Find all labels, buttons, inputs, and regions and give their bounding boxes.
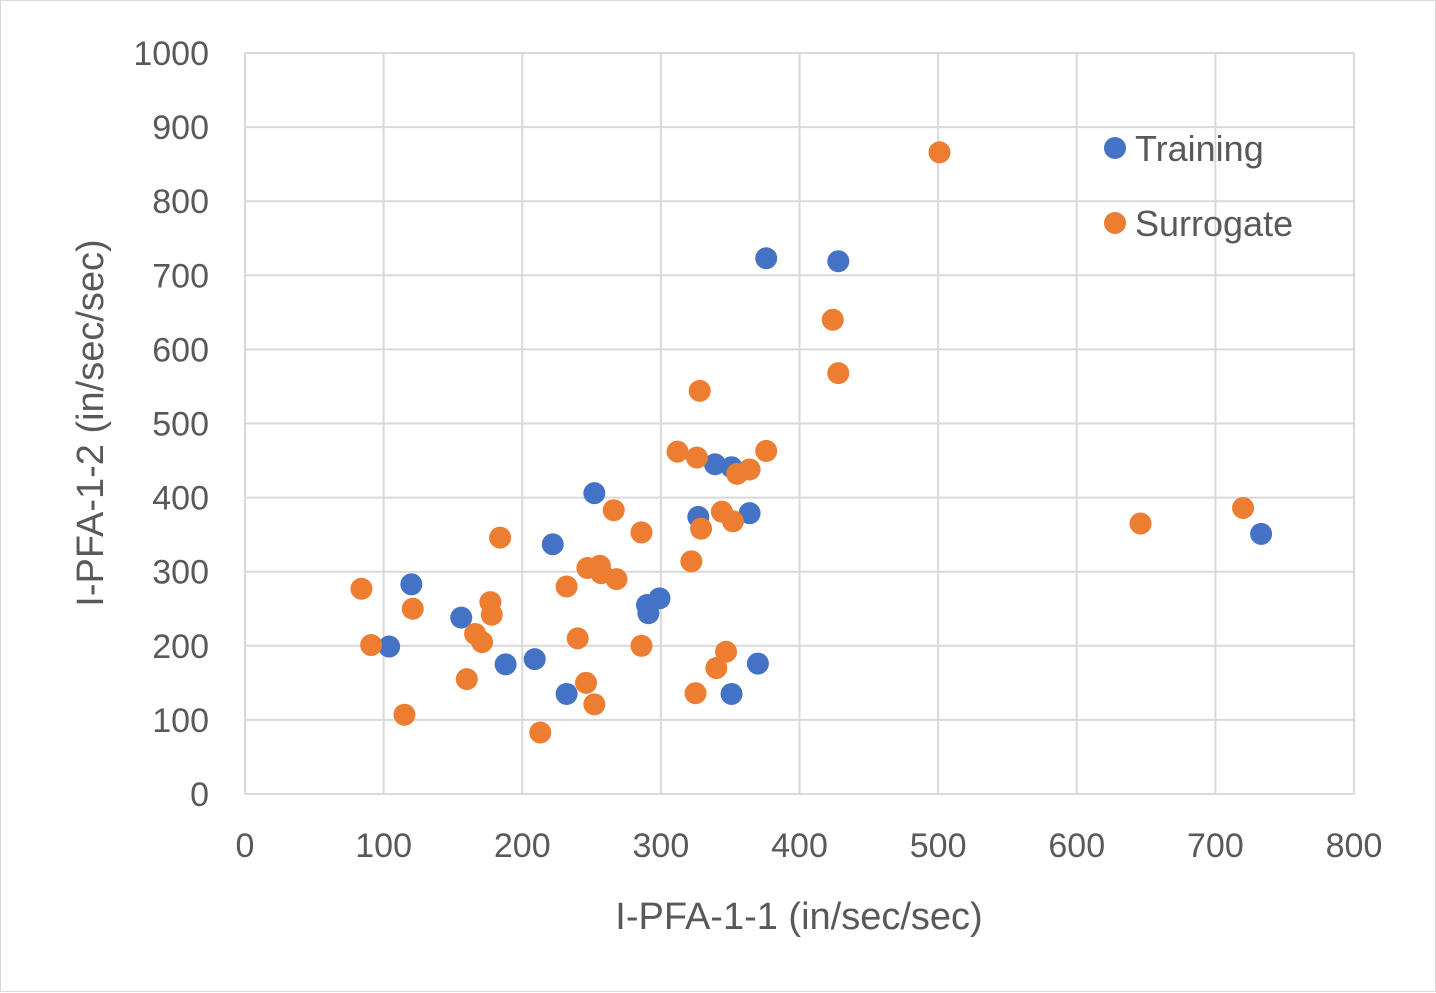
surrogate-point <box>630 521 652 543</box>
surrogate-point <box>471 631 493 653</box>
surrogate-point <box>929 141 951 163</box>
surrogate-point <box>556 576 578 598</box>
x-tick-label: 200 <box>494 827 551 865</box>
y-tick-label: 600 <box>152 331 209 369</box>
y-tick-label: 100 <box>152 702 209 740</box>
surrogate-point <box>489 527 511 549</box>
y-tick-label: 500 <box>152 406 209 444</box>
training-point <box>1250 523 1272 545</box>
surrogate-point <box>393 704 415 726</box>
surrogate-point <box>1232 497 1254 519</box>
x-tick-label: 600 <box>1048 827 1105 865</box>
surrogate-point <box>606 568 628 590</box>
surrogate-point <box>739 458 761 480</box>
surrogate-point <box>680 550 702 572</box>
surrogate-point <box>481 604 503 626</box>
x-tick-label: 700 <box>1187 827 1244 865</box>
surrogate-point <box>575 672 597 694</box>
surrogate-point <box>583 693 605 715</box>
surrogate-point <box>685 682 707 704</box>
surrogate-point <box>689 380 711 402</box>
surrogate-point <box>690 518 712 540</box>
surrogate-point <box>350 578 372 600</box>
y-tick-label: 200 <box>152 628 209 666</box>
x-tick-label: 500 <box>910 827 967 865</box>
x-tick-label: 400 <box>771 827 828 865</box>
training-point <box>542 533 564 555</box>
y-tick-label: 400 <box>152 480 209 518</box>
surrogate-point <box>827 362 849 384</box>
training-point <box>495 653 517 675</box>
training-point <box>400 573 422 595</box>
x-tick-label: 0 <box>236 827 255 865</box>
surrogate-point <box>822 309 844 331</box>
training-point <box>755 247 777 269</box>
surrogate-point <box>686 447 708 469</box>
y-axis-title: I-PFA-1-2 (in/sec/sec) <box>70 239 112 606</box>
x-tick-label: 100 <box>355 827 412 865</box>
surrogate-point <box>667 441 689 463</box>
surrogate-legend-label: Surrogate <box>1135 203 1293 244</box>
surrogate-point <box>715 641 737 663</box>
surrogate-point <box>722 510 744 532</box>
surrogate-point <box>360 634 382 656</box>
surrogate-point <box>1130 513 1152 535</box>
training-point <box>721 683 743 705</box>
surrogate-point <box>567 627 589 649</box>
y-tick-label: 800 <box>152 183 209 221</box>
legend: Training Surrogate <box>1104 128 1293 244</box>
y-tick-label: 0 <box>190 776 209 814</box>
surrogate-point <box>630 635 652 657</box>
training-point <box>827 250 849 272</box>
surrogate-point <box>456 668 478 690</box>
x-tick-label: 300 <box>633 827 690 865</box>
x-tick-label: 800 <box>1326 827 1383 865</box>
x-axis-title: I-PFA-1-1 (in/sec/sec) <box>615 896 982 938</box>
surrogate-point <box>402 598 424 620</box>
surrogate-legend-marker <box>1104 212 1126 234</box>
y-tick-label: 1000 <box>133 35 209 73</box>
y-tick-label: 700 <box>152 257 209 295</box>
training-point <box>583 482 605 504</box>
training-legend-label: Training <box>1135 128 1264 169</box>
training-legend-marker <box>1104 137 1126 159</box>
training-point <box>556 683 578 705</box>
surrogate-point <box>529 721 551 743</box>
training-point <box>747 653 769 675</box>
data-points <box>350 141 1272 743</box>
surrogate-point <box>755 440 777 462</box>
training-point <box>524 648 546 670</box>
y-tick-label: 300 <box>152 554 209 592</box>
training-point <box>648 587 670 609</box>
surrogate-point <box>603 499 625 521</box>
y-tick-label: 900 <box>152 109 209 147</box>
